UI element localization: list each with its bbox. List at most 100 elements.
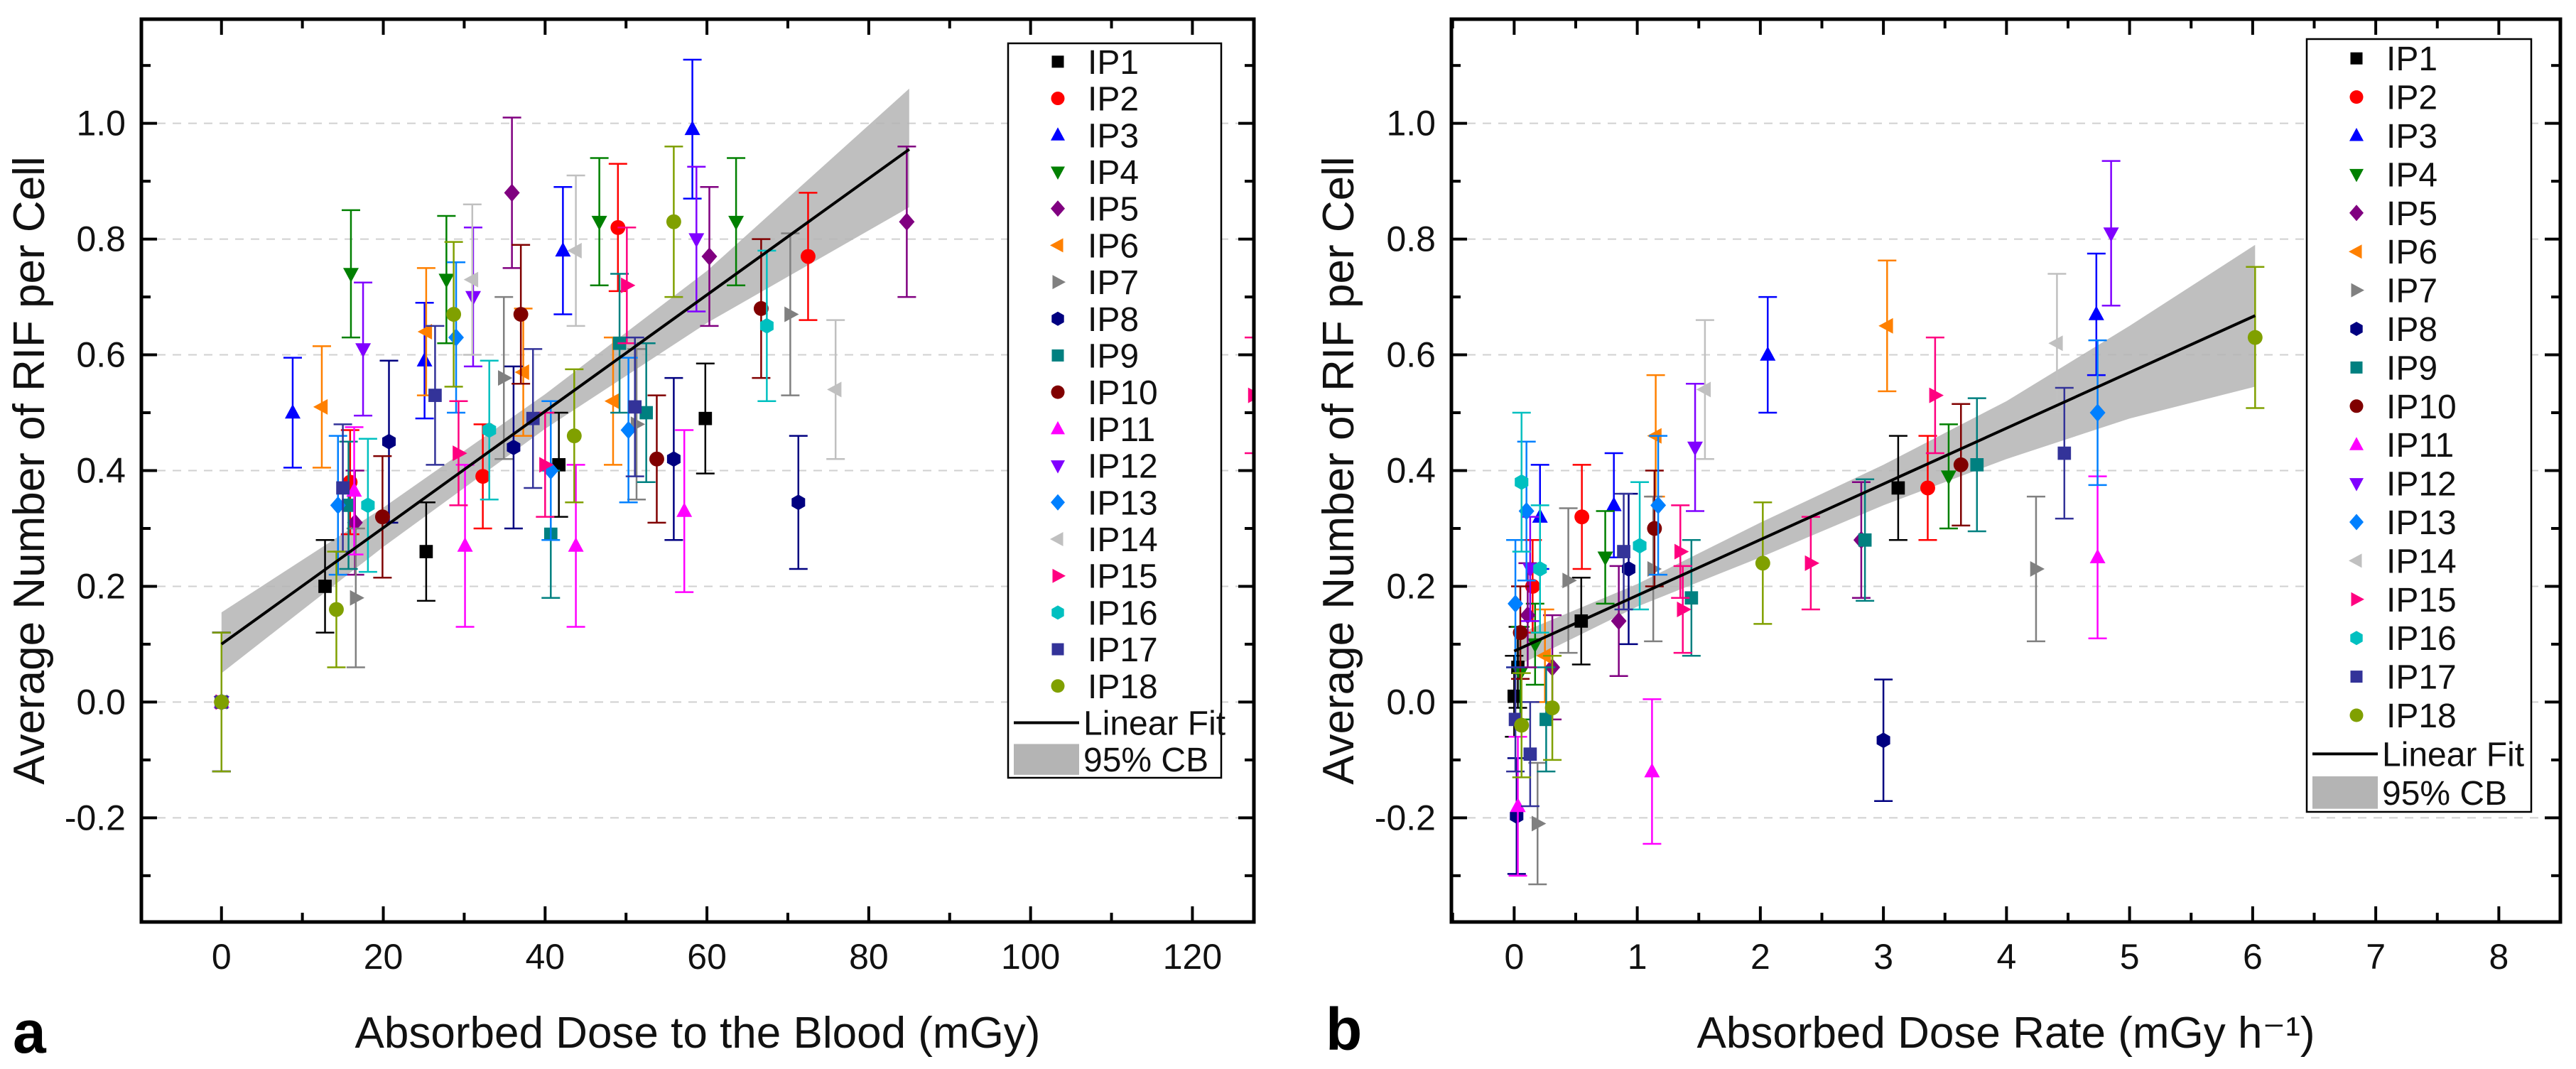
legend-label: IP2 (2386, 80, 2437, 117)
x-tick-label: 0 (212, 937, 232, 977)
legend-marker (2349, 437, 2364, 450)
legend-marker (2350, 322, 2363, 336)
legend-item-ip18: IP18 (2349, 698, 2457, 735)
y-tick-label: 0.4 (1386, 451, 1436, 491)
y-tick-label: 0.2 (76, 566, 126, 606)
error-bar (1245, 336, 1254, 455)
data-point (759, 318, 774, 334)
legend-label: IP11 (2386, 427, 2454, 465)
y-tick-label: 1.0 (76, 104, 126, 143)
x-tick-label: 2 (1750, 937, 1770, 977)
legend-label: IP14 (2386, 543, 2457, 580)
data-point (318, 580, 332, 593)
data-point (330, 496, 346, 514)
data-point (1617, 545, 1630, 558)
data-point (343, 268, 359, 283)
data-point (1760, 346, 1776, 361)
x-tick-label: 20 (364, 937, 404, 977)
panel-letter: b (1326, 996, 1362, 1063)
data-point (2030, 561, 2045, 577)
series-ip9 (1537, 397, 1986, 773)
data-point (568, 537, 584, 552)
legend-item-ip17: IP17 (2350, 659, 2457, 697)
data-point (1650, 496, 1667, 514)
data-point (419, 545, 433, 558)
legend-label: IP2 (1088, 81, 1139, 119)
data-point (2088, 305, 2104, 320)
data-point (428, 389, 442, 402)
data-point (801, 249, 816, 264)
legend-label: IP17 (1088, 631, 1158, 669)
x-tick-label: 3 (1873, 937, 1893, 977)
data-point (2057, 446, 2072, 460)
legend-marker (2350, 671, 2363, 683)
x-tick-label: 60 (687, 937, 727, 977)
data-point (329, 602, 344, 617)
legend-item-ip17: IP17 (1051, 631, 1158, 669)
data-point (649, 451, 664, 467)
data-point (1687, 441, 1703, 456)
y-tick-label: 1.0 (1386, 104, 1436, 143)
legend-label: IP13 (1088, 484, 1158, 522)
legend-label: IP5 (2386, 195, 2437, 233)
data-point (899, 212, 915, 231)
legend-marker (2350, 361, 2363, 374)
legend: IP1IP2IP3IP4IP5IP6IP7IP8IP9IP10IP11IP12I… (2305, 38, 2533, 813)
data-point (2247, 330, 2263, 345)
legend-label: IP18 (1088, 668, 1158, 706)
series-ip7 (1528, 495, 2045, 886)
linear-fit-line (1513, 314, 2256, 653)
data-point (567, 242, 582, 259)
legend-marker (1051, 643, 1064, 656)
data-point (621, 277, 636, 293)
series-ip9 (212, 273, 656, 773)
data-point (1515, 474, 1529, 490)
legend-item-ip11: IP11 (1051, 411, 1155, 449)
y-tick-label: -0.2 (65, 798, 126, 837)
legend-marker (1051, 460, 1065, 474)
data-point (1684, 591, 1699, 605)
data-point (1514, 717, 1530, 733)
data-point (666, 451, 681, 467)
data-point (1606, 496, 1622, 511)
panel-b-dose-rate-plot: 0 1 2 3 4 5 6 7 8 -0.2 0.0 0.2 0.4 0.6 0.8 1.0 Absorbed … (1314, 17, 2563, 1063)
legend-item-ip11: IP11 (2349, 427, 2454, 465)
data-point (1562, 573, 1577, 589)
legend-marker (2350, 631, 2363, 646)
legend-item-ip10: IP10 (2349, 389, 2457, 426)
x-tick-label: 80 (849, 937, 889, 977)
series-ip2 (1523, 435, 1937, 634)
data-point (666, 214, 681, 229)
data-point (1508, 595, 1524, 613)
data-point (1512, 625, 1528, 641)
data-point (1633, 538, 1647, 554)
y-tick-label: 0.6 (1386, 335, 1436, 375)
legend-item-ip9: IP9 (1051, 337, 1139, 375)
legend-label: IP9 (2386, 349, 2437, 387)
legend-label: IP7 (2386, 273, 2437, 310)
y-tick-label: 0.4 (76, 451, 126, 491)
x-tick-label: 100 (1001, 937, 1060, 977)
axis-ticks (1451, 19, 2562, 922)
data-point (446, 307, 462, 322)
plot-area (212, 58, 1254, 773)
data-point (1533, 561, 1547, 577)
series-ip16 (1512, 411, 1650, 634)
legend-item-ip7: IP7 (1052, 264, 1139, 302)
legend-item-ip13: IP13 (1051, 484, 1158, 522)
data-point (539, 457, 554, 473)
legend-label: IP6 (2386, 234, 2437, 271)
legend-marker (1050, 238, 1064, 253)
legend-item-ip14: IP14 (1050, 521, 1158, 559)
legend-marker (2351, 283, 2364, 298)
y-tick-label: 0.6 (76, 335, 126, 375)
legend-item-ip1: IP1 (2350, 40, 2437, 78)
data-point (701, 247, 718, 266)
legend-item-ip6: IP6 (1050, 227, 1139, 265)
data-point (753, 300, 769, 316)
data-point (1674, 543, 1689, 560)
legend-item-ip2: IP2 (2349, 80, 2437, 117)
legend-marker (1051, 55, 1064, 68)
y-axis-title: Average Number of RIF per Cell (1314, 156, 1363, 784)
data-point (2089, 403, 2106, 422)
